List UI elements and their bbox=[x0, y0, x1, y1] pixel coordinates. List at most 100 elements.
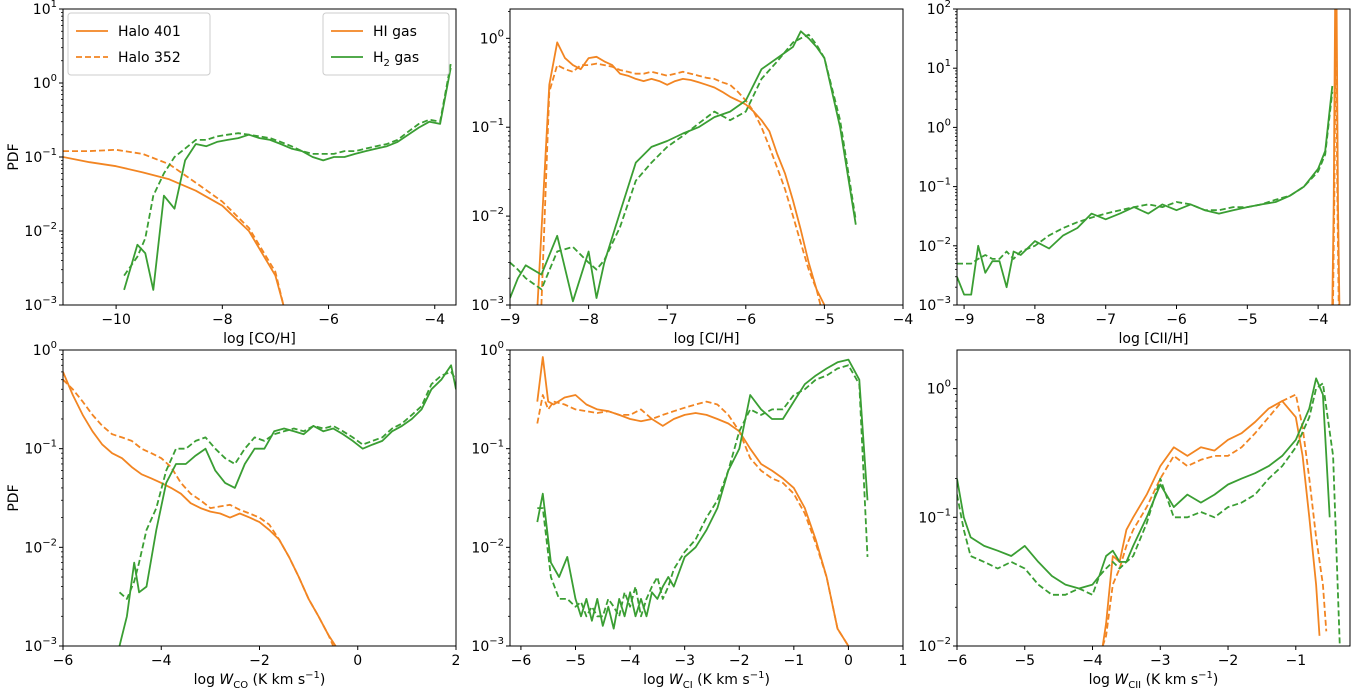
panel-wcii: −6 −5 −4 −3 −2 −1 10−2 10−1 100 log WCII (K km s−… bbox=[918, 349, 1351, 691]
x-tick-label: −9 bbox=[500, 312, 521, 328]
series-hi-dashed bbox=[540, 62, 822, 305]
series-hi-dashed bbox=[63, 379, 335, 646]
series-hi-dashed bbox=[1332, 9, 1340, 305]
y-tick-label: 10−3 bbox=[24, 636, 57, 655]
y-tick-label: 100 bbox=[927, 379, 951, 398]
series-group bbox=[536, 356, 869, 646]
axes-frame bbox=[956, 8, 1351, 306]
series-hi-dashed bbox=[536, 394, 850, 646]
y-tick-label: 100 bbox=[480, 28, 504, 47]
series-group bbox=[510, 30, 857, 305]
legend-frame bbox=[67, 12, 211, 76]
series-hi-dashed bbox=[63, 148, 285, 305]
x-tick-label: −7 bbox=[1095, 312, 1116, 328]
y-tick-label: 10−1 bbox=[918, 177, 951, 196]
legend-label: H2 gas bbox=[373, 50, 419, 69]
series-h2-dashed bbox=[510, 33, 857, 291]
x-tick-label: −6 bbox=[318, 312, 339, 328]
x-axis-label: log WCII (K km s−1) bbox=[1089, 670, 1219, 691]
x-tick-label: 2 bbox=[452, 653, 461, 669]
y-tick-label: 101 bbox=[927, 58, 951, 77]
series-hi-solid bbox=[1101, 400, 1321, 646]
series-h2-solid bbox=[957, 85, 1334, 296]
y-tick-label: 100 bbox=[33, 340, 57, 359]
legend-gas: HI gas H2 gas bbox=[322, 12, 450, 76]
axes-frame bbox=[509, 8, 904, 306]
x-tick-label: −5 bbox=[814, 312, 835, 328]
x-tick-label: −1 bbox=[1285, 653, 1306, 669]
y-tick-label: 101 bbox=[33, 0, 57, 18]
x-tick-label: −5 bbox=[1014, 653, 1035, 669]
x-tick-label: −8 bbox=[212, 312, 233, 328]
y-tick-label: 10−2 bbox=[24, 537, 57, 556]
x-tick-label: −3 bbox=[1150, 653, 1171, 669]
y-axis-label: PDF bbox=[6, 484, 22, 511]
legend-label: Halo 352 bbox=[118, 50, 181, 66]
x-tick-label: −4 bbox=[620, 653, 641, 669]
panel-ci: −9 −8 −7 −6 −5 −4 10−3 10−2 10−1 100 log [CI/H] bbox=[471, 8, 914, 347]
x-tick-label: 0 bbox=[353, 653, 362, 669]
series-h2-dashed bbox=[123, 63, 452, 277]
y-tick-label: 10−3 bbox=[24, 295, 57, 314]
series-h2-dashed bbox=[537, 364, 869, 618]
series-h2-solid bbox=[536, 358, 869, 630]
series-hi-dashed bbox=[1101, 393, 1328, 646]
x-tick-label: −6 bbox=[1166, 312, 1187, 328]
y-tick-label: 10−3 bbox=[471, 295, 504, 314]
y-tick-label: 10−1 bbox=[24, 439, 57, 458]
x-tick-label: −6 bbox=[735, 312, 756, 328]
panel-co: −10 −8 −6 −4 10−3 10−2 10−1 100 101 log [CO/H] PDF… bbox=[6, 0, 457, 347]
x-tick-label: −4 bbox=[151, 653, 172, 669]
legend-label: Halo 401 bbox=[118, 24, 181, 40]
x-tick-label: −8 bbox=[578, 312, 599, 328]
y-tick-label: 100 bbox=[33, 73, 57, 92]
x-tick-label: −9 bbox=[954, 312, 975, 328]
panel-cii: −9 −8 −7 −6 −5 −4 10−3 10−2 10−1 100 101 102 log [CI… bbox=[918, 0, 1351, 347]
x-tick-label: −3 bbox=[674, 653, 695, 669]
x-tick-label: −1 bbox=[784, 653, 805, 669]
x-tick-label: −2 bbox=[729, 653, 750, 669]
y-tick-label: 10−1 bbox=[471, 439, 504, 458]
y-tick-label: 10−2 bbox=[471, 537, 504, 556]
legend-label: HI gas bbox=[373, 24, 417, 40]
series-group bbox=[63, 364, 456, 646]
axes-frame bbox=[509, 349, 904, 647]
y-tick-label: 10−2 bbox=[24, 221, 57, 240]
x-tick-label: −6 bbox=[947, 653, 968, 669]
y-tick-label: 100 bbox=[927, 117, 951, 136]
series-h2-dashed bbox=[118, 370, 456, 600]
y-tick-label: 10−3 bbox=[471, 636, 504, 655]
x-tick-label: −10 bbox=[101, 312, 131, 328]
series-h2-solid bbox=[123, 67, 452, 291]
series-hi-solid bbox=[63, 371, 337, 646]
y-tick-label: 10−2 bbox=[471, 206, 504, 225]
series-hi-solid bbox=[63, 156, 285, 305]
series-hi-solid bbox=[536, 356, 850, 646]
series-group bbox=[957, 9, 1341, 305]
axes-frame bbox=[956, 349, 1351, 647]
series-h2-solid bbox=[957, 377, 1331, 590]
y-tick-label: 10−2 bbox=[918, 636, 951, 655]
x-tick-label: −4 bbox=[1308, 312, 1329, 328]
y-tick-label: 10−3 bbox=[918, 295, 951, 314]
x-axis-label: log [CI/H] bbox=[674, 331, 740, 347]
x-tick-label: 0 bbox=[844, 653, 853, 669]
legend-halo: Halo 401 Halo 352 bbox=[67, 12, 211, 76]
x-axis-label: log WCI (K km s−1) bbox=[643, 670, 770, 691]
x-axis-label: log [CII/H] bbox=[1119, 331, 1189, 347]
y-tick-label: 10−1 bbox=[24, 147, 57, 166]
x-tick-label: −7 bbox=[657, 312, 678, 328]
panel-wco: −6 −4 −2 0 2 10−3 10−2 10−1 100 log WCO (K km s−1… bbox=[6, 340, 460, 691]
y-tick-label: 10−1 bbox=[471, 117, 504, 136]
series-h2-solid bbox=[118, 364, 456, 646]
x-tick-label: −2 bbox=[249, 653, 270, 669]
x-tick-label: −4 bbox=[893, 312, 914, 328]
y-tick-label: 102 bbox=[927, 0, 951, 18]
panel-wci: −6 −5 −4 −3 −2 −1 0 1 10−3 10−2 10−1 100 log WCI (K … bbox=[471, 340, 907, 691]
x-tick-label: −5 bbox=[565, 653, 586, 669]
x-tick-label: 1 bbox=[899, 653, 908, 669]
series-h2-dashed bbox=[957, 382, 1341, 646]
y-tick-label: 10−1 bbox=[918, 507, 951, 526]
y-axis-label: PDF bbox=[6, 143, 22, 170]
